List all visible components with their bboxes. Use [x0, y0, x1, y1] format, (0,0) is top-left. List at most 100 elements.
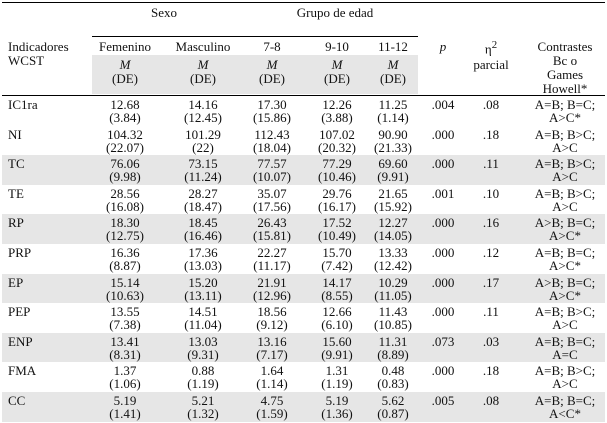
- cell-contrast: A>C: [552, 376, 578, 392]
- cell-sd: (7.38): [109, 317, 141, 333]
- cell-mean: 90.90: [378, 126, 408, 142]
- cell-mean: 5.21: [191, 393, 215, 408]
- cell-mean: 16.36: [110, 245, 140, 260]
- row-name: EP: [8, 274, 24, 290]
- cell-sd: (10.49): [318, 228, 356, 244]
- cell-contrast: A=C: [552, 346, 578, 362]
- cell-sd: (10.07): [253, 169, 291, 185]
- cell-mean: 1.31: [325, 363, 349, 379]
- cell-contrast: A>C: [552, 198, 578, 214]
- row-name: IC1ra: [8, 97, 38, 112]
- cell-sd: (7.17): [256, 346, 288, 362]
- column-header: 7-8: [263, 39, 281, 54]
- row-name: PEP: [8, 304, 31, 320]
- cell-sd: (1.19): [321, 376, 353, 392]
- column-header: Games: [546, 67, 584, 82]
- cell-sd: (9.91): [321, 346, 353, 362]
- cell-mean: 14.16: [188, 97, 218, 112]
- cell-sd: (0.87): [377, 406, 409, 421]
- subheader-m: M: [266, 57, 278, 72]
- cell-mean: 13.55: [110, 304, 140, 320]
- cell-p: .000: [431, 215, 455, 231]
- cell-mean: 29.76: [322, 185, 352, 201]
- cell-mean: 15.20: [188, 274, 218, 290]
- rule: [2, 95, 605, 96]
- cell-contrast: A>C*: [549, 258, 581, 273]
- row-band: [2, 155, 605, 185]
- cell-mean: 26.43: [257, 215, 287, 231]
- column-header: Contrastes: [537, 39, 593, 54]
- cell-mean: 112.43: [254, 126, 290, 142]
- row-name: CC: [8, 393, 26, 408]
- cell-sd: (11.05): [374, 287, 412, 303]
- column-header: Masculino: [175, 39, 231, 54]
- rule: [92, 36, 418, 37]
- cell-mean: 13.03: [188, 333, 218, 349]
- cell-p: .004: [431, 97, 455, 112]
- column-header: p: [439, 39, 447, 54]
- cell-mean: 18.30: [110, 215, 140, 231]
- cell-sd: (9.12): [256, 317, 288, 333]
- cell-sd: (9.31): [187, 346, 219, 362]
- cell-mean: 18.56: [257, 304, 287, 320]
- cell-p: .073: [431, 333, 455, 349]
- cell-eta: .18: [482, 363, 500, 379]
- rule: [2, 2, 605, 3]
- cell-mean: 76.06: [110, 156, 140, 172]
- cell-mean: 18.45: [188, 215, 218, 231]
- cell-mean: 10.29: [378, 274, 408, 290]
- cell-contrast: A>B; B=C;: [534, 274, 596, 290]
- cell-eta: .18: [482, 126, 500, 142]
- cell-eta: .08: [482, 97, 500, 112]
- cell-sd: (16.17): [318, 198, 356, 214]
- cell-sd: (3.84): [109, 110, 141, 125]
- cell-mean: 22.27: [257, 245, 287, 260]
- cell-contrast: A=B; B>C;: [534, 304, 596, 320]
- cell-sd: (16.08): [106, 198, 144, 214]
- row-name: PRP: [8, 245, 32, 260]
- cell-eta: .12: [482, 245, 500, 260]
- cell-sd: (1.32): [187, 406, 219, 421]
- cell-sd: (15.92): [374, 198, 412, 214]
- cell-mean: 107.02: [319, 126, 355, 142]
- subheader-m: M: [387, 57, 399, 72]
- column-header: η2: [431, 38, 551, 56]
- cell-sd: (8.89): [377, 346, 409, 362]
- cell-mean: 17.52: [322, 215, 352, 231]
- row-name: ENP: [8, 333, 33, 349]
- row-band: [2, 392, 605, 422]
- cell-mean: 1.64: [260, 363, 284, 379]
- cell-contrast: A>B; B=C;: [534, 215, 596, 231]
- column-header: 9-10: [325, 39, 349, 54]
- cell-mean: 77.57: [257, 156, 287, 172]
- cell-sd: (7.42): [321, 258, 353, 273]
- cell-contrast: A=B; B>C;: [534, 156, 596, 172]
- cell-mean: 14.51: [188, 304, 218, 320]
- subheader-m: M: [331, 57, 343, 72]
- cell-sd: (1.41): [109, 406, 141, 421]
- cell-sd: (1.19): [187, 376, 219, 392]
- subheader-de: (DE): [380, 71, 406, 86]
- cell-sd: (8.87): [109, 258, 141, 273]
- cell-contrast: A=B; B=C;: [534, 245, 596, 260]
- cell-mean: 12.27: [378, 215, 408, 231]
- cell-eta: .11: [483, 304, 499, 320]
- cell-mean: 15.70: [322, 245, 352, 260]
- cell-mean: 69.60: [378, 156, 408, 172]
- cell-sd: (12.45): [184, 110, 222, 125]
- cell-contrast: A>C: [552, 139, 578, 155]
- indicator-label: WCST: [8, 53, 45, 68]
- row-name: NI: [8, 126, 22, 142]
- group-label: Sexo: [151, 5, 177, 20]
- cell-sd: (17.56): [253, 198, 291, 214]
- cell-mean: 17.30: [257, 97, 287, 112]
- cell-p: .001: [431, 185, 455, 201]
- row-band: [2, 214, 605, 244]
- cell-mean: 104.32: [107, 126, 143, 142]
- cell-eta: .11: [483, 156, 499, 172]
- column-header: parcial: [473, 57, 509, 72]
- cell-p: .000: [431, 304, 455, 320]
- cell-mean: 35.07: [257, 185, 287, 201]
- cell-sd: (20.32): [318, 139, 356, 155]
